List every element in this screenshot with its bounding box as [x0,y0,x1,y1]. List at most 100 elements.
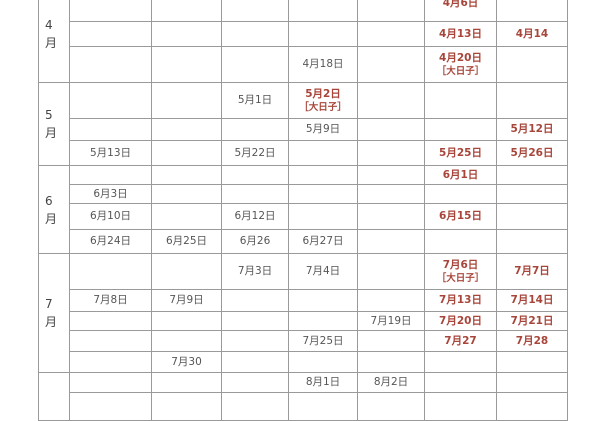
date-text: 8月1日 [305,376,341,388]
date-cell [151,0,222,22]
date-cell [496,392,568,421]
date-cell: 5月12日 [496,118,568,141]
date-cell: 5月25日 [424,140,497,166]
date-cell [151,140,222,166]
date-cell [151,82,222,119]
date-cell [288,21,358,47]
date-text: 4月6日 [442,0,479,9]
table-row: 6 月 6月1日 [38,165,568,254]
date-cell [424,392,497,421]
date-cell [69,372,152,393]
date-cell: 5月26日 [496,140,568,166]
date-cell [496,203,568,230]
date-cell [357,118,425,141]
date-cell [69,21,152,47]
date-cell: 4月13日 [424,21,497,47]
date-cell [357,351,425,373]
table-row: 5月13日 5月22日 5月25日 5月26日 [39,140,568,166]
date-cell: 7月30 [151,351,222,373]
month-unit: 月 [45,211,58,226]
date-cell [424,82,497,119]
date-text: 5月22日 [234,146,276,159]
date-cell [221,330,289,352]
date-cell [424,118,497,141]
date-cell [69,351,152,373]
date-cell [151,21,222,47]
date-cell [357,165,425,185]
big-day-tag: ［大日子］ [436,65,485,77]
table-row: 7月8日 7月9日 7月13日 7月14日 [39,289,568,312]
date-text: 7月30 [171,355,202,368]
date-cell [496,184,568,204]
date-text: 7月13日 [439,294,482,306]
date-text: 6月25日 [165,235,208,247]
date-cell: 7月21日 [496,311,568,331]
date-cell [357,392,425,421]
date-cell [424,372,497,393]
month-unit: 月 [45,315,58,329]
date-cell: 7月8日 [69,289,152,312]
table-row: 5 月 5月1日 5月2日 ［大日子］ [38,82,568,166]
big-day-tag: ［大日子］ [436,272,485,284]
date-cell: 6月25日 [151,229,222,254]
date-text: 7月20日 [439,314,482,327]
date-text: 6月1日 [442,168,479,181]
date-cell [151,203,222,230]
date-cell: 7月7日 [496,253,568,290]
date-cell [69,253,152,290]
date-cell [357,82,425,119]
date-cell [69,311,152,331]
date-cell: 7月3日 [221,253,289,290]
date-cell [221,46,289,83]
date-cell [288,311,358,331]
date-cell [496,372,568,393]
date-cell: 6月1日 [424,165,497,185]
date-text: 4月18日 [302,58,344,70]
date-cell: 7月25日 [288,330,358,352]
date-cell [151,184,222,204]
date-cell: 5月13日 [69,140,152,166]
month-label [38,372,70,421]
month-number: 6 [45,193,53,208]
date-text: 7月25日 [302,334,344,347]
date-cell [288,392,358,421]
date-cell [424,351,497,373]
date-text: 6月27日 [302,235,344,247]
date-cell [221,21,289,47]
table-row: 7 月 7月3日 7月4日 7月6日 ［大日子］ 7月7日 [38,253,568,373]
date-cell [288,351,358,373]
date-cell [151,253,222,290]
date-cell: 7月20日 [424,311,497,331]
date-cell: 4月18日 [288,46,358,83]
date-cell [221,289,289,312]
date-cell: 7月14日 [496,289,568,312]
date-text: 7月14日 [510,294,554,306]
date-cell [288,203,358,230]
date-cell: 5月1日 [221,82,289,119]
date-text: 5月2日 [305,87,341,100]
date-cell: 7月9日 [151,289,222,312]
date-cell [151,118,222,141]
date-text: 5月1日 [237,94,273,106]
date-cell: 7月6日 ［大日子］ [424,253,497,290]
date-text: 7月21日 [510,314,554,327]
date-cell [151,165,222,185]
date-cell: 7月19日 [357,311,425,331]
date-cell [221,392,289,421]
big-day-tag: ［大日子］ [299,101,347,113]
table-row: 4月18日 4月20日 ［大日子］ [39,46,568,83]
date-cell [288,0,358,22]
date-cell: 4月6日 [424,0,497,22]
date-text: 7月8日 [93,294,128,306]
date-cell: 8月1日 [288,372,358,393]
date-cell: 6月24日 [69,229,152,254]
date-cell [357,46,425,83]
date-cell [221,372,289,393]
date-cell [69,330,152,352]
date-cell [496,229,568,254]
date-text: 8月2日 [373,376,409,388]
date-text: 5月26日 [510,146,554,159]
